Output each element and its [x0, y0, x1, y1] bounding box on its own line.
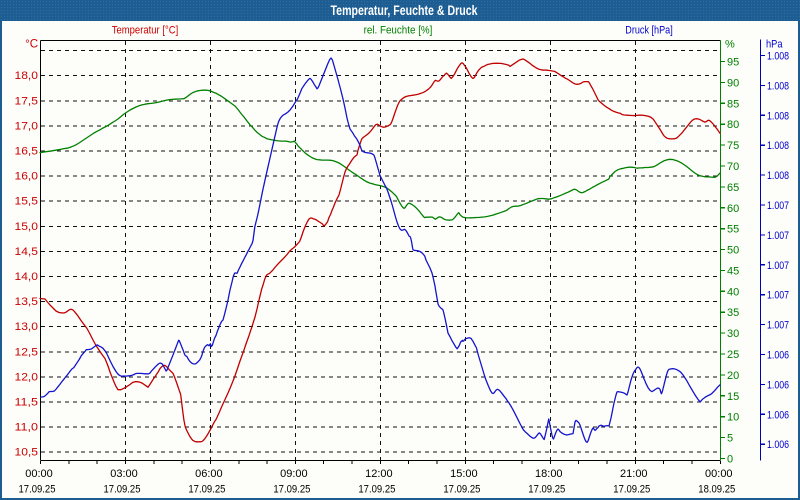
svg-text:%: % [725, 39, 735, 51]
svg-text:15,0: 15,0 [15, 221, 39, 233]
svg-text:1.007: 1.007 [767, 290, 789, 302]
svg-text:90: 90 [727, 77, 739, 89]
svg-text:95: 95 [727, 57, 739, 69]
svg-text:00:00: 00:00 [25, 468, 53, 480]
svg-text:hPa: hPa [766, 39, 783, 51]
svg-text:11,0: 11,0 [15, 422, 39, 434]
svg-text:20: 20 [727, 370, 739, 382]
svg-text:17.09.25: 17.09.25 [273, 484, 310, 496]
svg-text:55: 55 [727, 224, 739, 236]
svg-text:0: 0 [727, 454, 733, 466]
svg-text:35: 35 [727, 307, 739, 319]
svg-text:17.09.25: 17.09.25 [358, 484, 395, 496]
svg-text:1.007: 1.007 [767, 230, 789, 242]
svg-text:17.09.25: 17.09.25 [19, 484, 56, 496]
svg-text:15,5: 15,5 [15, 196, 39, 208]
svg-text:06:00: 06:00 [195, 468, 223, 480]
svg-text:25: 25 [727, 349, 739, 361]
svg-text:°C: °C [25, 39, 38, 51]
svg-text:60: 60 [727, 203, 739, 215]
svg-text:17.09.25: 17.09.25 [104, 484, 141, 496]
svg-text:18.09.25: 18.09.25 [698, 484, 735, 496]
svg-text:03:00: 03:00 [110, 468, 138, 480]
svg-text:1.006: 1.006 [767, 439, 789, 451]
svg-text:75: 75 [727, 140, 739, 152]
svg-text:18,0: 18,0 [15, 70, 39, 82]
svg-text:1.008: 1.008 [767, 110, 789, 122]
svg-text:1.006: 1.006 [767, 379, 789, 391]
svg-text:09:00: 09:00 [280, 468, 308, 480]
svg-text:12:00: 12:00 [365, 468, 393, 480]
svg-text:70: 70 [727, 161, 739, 173]
svg-text:10,5: 10,5 [15, 447, 39, 459]
svg-text:1.008: 1.008 [767, 51, 789, 63]
svg-text:50: 50 [727, 245, 739, 257]
svg-text:1.008: 1.008 [767, 140, 789, 152]
svg-text:17.09.25: 17.09.25 [188, 484, 225, 496]
svg-text:85: 85 [727, 98, 739, 110]
svg-text:Temperatur, Feuchte & Druck: Temperatur, Feuchte & Druck [331, 2, 478, 18]
svg-text:30: 30 [727, 328, 739, 340]
svg-text:rel. Feuchte [%]: rel. Feuchte [%] [364, 25, 433, 37]
svg-text:40: 40 [727, 286, 739, 298]
svg-text:11,5: 11,5 [15, 397, 39, 409]
svg-text:65: 65 [727, 182, 739, 194]
svg-text:45: 45 [727, 265, 739, 277]
svg-text:5: 5 [727, 433, 733, 445]
svg-text:1.006: 1.006 [767, 350, 789, 362]
svg-text:1.007: 1.007 [767, 320, 789, 332]
svg-text:14,0: 14,0 [15, 271, 39, 283]
svg-text:1.006: 1.006 [767, 409, 789, 421]
svg-text:17.09.25: 17.09.25 [443, 484, 480, 496]
svg-text:80: 80 [727, 119, 739, 131]
svg-text:17.09.25: 17.09.25 [613, 484, 650, 496]
svg-text:15:00: 15:00 [450, 468, 478, 480]
svg-text:16,5: 16,5 [15, 146, 39, 158]
svg-text:13,5: 13,5 [15, 296, 39, 308]
svg-text:10: 10 [727, 412, 739, 424]
svg-text:12,0: 12,0 [15, 371, 39, 383]
svg-text:17,0: 17,0 [15, 120, 39, 132]
svg-text:Druck [hPa]: Druck [hPa] [625, 25, 673, 37]
svg-text:13,0: 13,0 [15, 321, 39, 333]
svg-text:15: 15 [727, 391, 739, 403]
svg-text:12,5: 12,5 [15, 346, 39, 358]
svg-text:17,5: 17,5 [15, 95, 39, 107]
svg-text:18:00: 18:00 [535, 468, 563, 480]
svg-text:1.007: 1.007 [767, 260, 789, 272]
svg-text:1.008: 1.008 [767, 80, 789, 92]
svg-text:16,0: 16,0 [15, 171, 39, 183]
svg-text:00:00: 00:00 [705, 468, 733, 480]
svg-text:Temperatur [°C]: Temperatur [°C] [112, 25, 179, 37]
svg-text:1.007: 1.007 [767, 200, 789, 212]
svg-text:17.09.25: 17.09.25 [528, 484, 565, 496]
svg-text:14,5: 14,5 [15, 246, 39, 258]
svg-text:1.008: 1.008 [767, 170, 789, 182]
svg-text:21:00: 21:00 [620, 468, 648, 480]
